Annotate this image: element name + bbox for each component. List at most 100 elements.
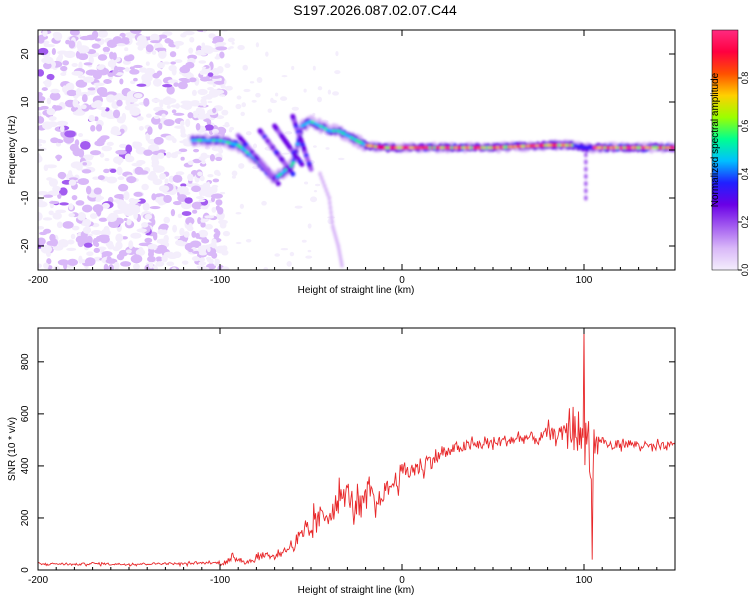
noise-blob [62, 221, 74, 229]
noise-blob [130, 254, 143, 264]
noise-blob [43, 262, 49, 269]
noise-blob [69, 30, 80, 36]
faint-blob [305, 255, 313, 259]
noise-blob [86, 251, 94, 257]
noise-blob [94, 242, 100, 248]
noise-blob [107, 60, 117, 68]
noise-blob [105, 258, 118, 264]
faint-blob [207, 100, 213, 104]
tail-blob [329, 209, 333, 215]
noise-blob [123, 191, 130, 201]
faint-blob [198, 102, 206, 106]
noise-blob [147, 126, 153, 135]
noise-blob [99, 235, 110, 244]
noise-blob [128, 198, 136, 204]
noise-blob [83, 62, 93, 66]
noise-blob [95, 124, 103, 132]
noise-blob [52, 105, 63, 111]
faint-blob [218, 94, 226, 97]
noise-blob [97, 175, 105, 181]
spike-blob [584, 159, 588, 165]
noise-blob [77, 212, 86, 221]
tail-blob [318, 171, 322, 177]
noise-blob [46, 108, 56, 116]
noise-blob [43, 194, 54, 198]
faint-blob [212, 83, 216, 88]
noise-blob [191, 255, 201, 262]
ridge-core [290, 161, 296, 165]
faint-blob [284, 131, 293, 135]
noise-blob [82, 154, 95, 159]
noise-blob [210, 75, 222, 79]
noise-blob [211, 68, 220, 76]
noise-blob [220, 84, 226, 89]
noise-blob [145, 61, 150, 66]
faint-blob [281, 74, 288, 78]
noise-blob [93, 247, 100, 253]
streak-blob [299, 161, 305, 167]
y-tick-label: 400 [20, 457, 31, 474]
noise-blob [38, 116, 45, 124]
noise-blob [153, 115, 160, 119]
faint-blob [202, 182, 209, 188]
noise-blob [48, 210, 54, 216]
noise-blob [177, 81, 188, 90]
faint-blob [289, 251, 295, 257]
noise-blob [46, 258, 52, 265]
noise-blob [199, 230, 207, 238]
streak-blob [275, 181, 281, 187]
noise-blob [60, 125, 65, 133]
faint-blob [221, 266, 230, 270]
tail-blob [325, 191, 330, 197]
noise-blob [215, 199, 223, 206]
faint-blob [218, 41, 227, 46]
tail-blob [328, 205, 333, 211]
noise-blob [113, 65, 119, 75]
noise-blob [38, 95, 46, 102]
noise-blob [216, 115, 225, 120]
noise-blob [94, 100, 103, 108]
faint-blob [198, 156, 206, 161]
faint-blob [224, 121, 230, 128]
noise-blob [138, 170, 149, 175]
noise-blob [52, 212, 62, 220]
noise-blob [60, 72, 67, 77]
noise-blob [51, 48, 56, 55]
noise-blob [198, 245, 203, 254]
faint-blob [301, 239, 307, 243]
noise-blob [48, 116, 57, 121]
noise-blob [172, 224, 178, 233]
noise-blob [158, 201, 165, 206]
y-tick-label: -20 [20, 238, 31, 253]
noise-blob [70, 233, 76, 240]
noise-blob [41, 87, 48, 91]
noise-blob [131, 162, 143, 167]
faint-blob [242, 64, 248, 71]
noise-blob [204, 124, 214, 131]
noise-blob [191, 89, 197, 97]
ridge-core [295, 143, 300, 146]
noise-blob [62, 60, 70, 66]
noise-blob [163, 119, 175, 127]
noise-blob [161, 254, 168, 263]
noise-blob [87, 87, 97, 91]
faint-blob [274, 253, 280, 257]
noise-blob [166, 85, 175, 95]
noise-blob [91, 43, 101, 49]
colorbar-tick-label: 0.0 [740, 264, 750, 277]
colorbar-label: Normalized spectral amplitude [710, 72, 721, 207]
noise-blob [147, 255, 156, 263]
noise-blob [80, 104, 87, 110]
noise-blob [89, 213, 98, 219]
y-tick-label: 10 [20, 96, 31, 108]
faint-blob [251, 99, 257, 103]
noise-blob [78, 148, 85, 158]
faint-blob [317, 86, 323, 91]
noise-blob [38, 153, 42, 163]
noise-blob [114, 209, 122, 214]
y-tick-label: 800 [20, 353, 31, 370]
noise-blob [171, 137, 177, 144]
x-tick-label: 100 [576, 575, 593, 586]
noise-blob [215, 46, 228, 51]
faint-blob [235, 211, 242, 215]
